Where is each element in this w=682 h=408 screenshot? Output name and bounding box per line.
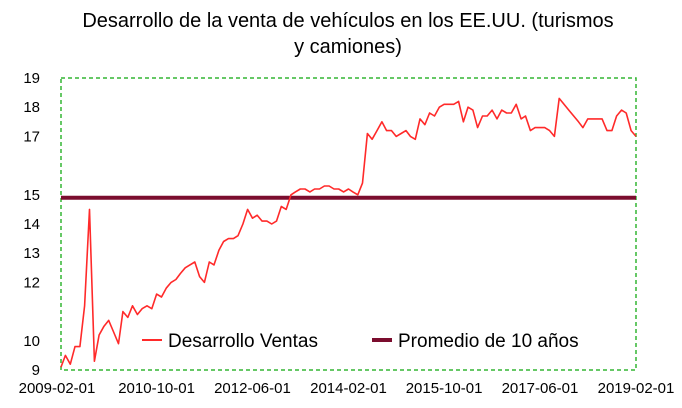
chart-title-line-1: Desarrollo de la venta de vehículos en l… xyxy=(82,10,613,32)
y-tick-label: 14 xyxy=(23,216,40,233)
y-tick-label: 15 xyxy=(23,187,40,204)
x-tick-label: 2014-02-01 xyxy=(310,380,387,397)
x-axis-labels: 2009-02-01 2010-10-01 2012-06-01 2014-02-01… xyxy=(19,380,675,397)
y-tick-label: 17 xyxy=(23,128,40,145)
legend: Desarrollo Ventas Promedio de 10 años xyxy=(142,331,579,352)
series-layer xyxy=(60,97,637,368)
y-tick-label: 18 xyxy=(23,99,40,116)
sales-line xyxy=(60,97,637,368)
plot-area-border xyxy=(60,77,637,371)
legend-label-ventas: Desarrollo Ventas xyxy=(168,331,318,352)
x-tick-label: 2012-06-01 xyxy=(214,380,291,397)
x-tick-label: 2015-10-01 xyxy=(406,380,483,397)
y-tick-label: 10 xyxy=(23,333,40,350)
chart-title-line-2: y camiones) xyxy=(294,36,402,58)
x-tick-label: 2010-10-01 xyxy=(118,380,195,397)
x-tick-label: 2017-06-01 xyxy=(502,380,579,397)
legend-label-promedio: Promedio de 10 años xyxy=(398,331,579,352)
y-tick-label: 12 xyxy=(23,274,40,291)
x-tick-label: 2019-02-01 xyxy=(598,380,675,397)
y-tick-label: 19 xyxy=(23,70,40,87)
y-tick-label: 9 xyxy=(32,362,40,379)
y-axis-labels: 9 10 12 13 14 15 17 18 19 xyxy=(23,70,40,379)
x-tick-label: 2009-02-01 xyxy=(19,380,96,397)
y-tick-label: 13 xyxy=(23,245,40,262)
